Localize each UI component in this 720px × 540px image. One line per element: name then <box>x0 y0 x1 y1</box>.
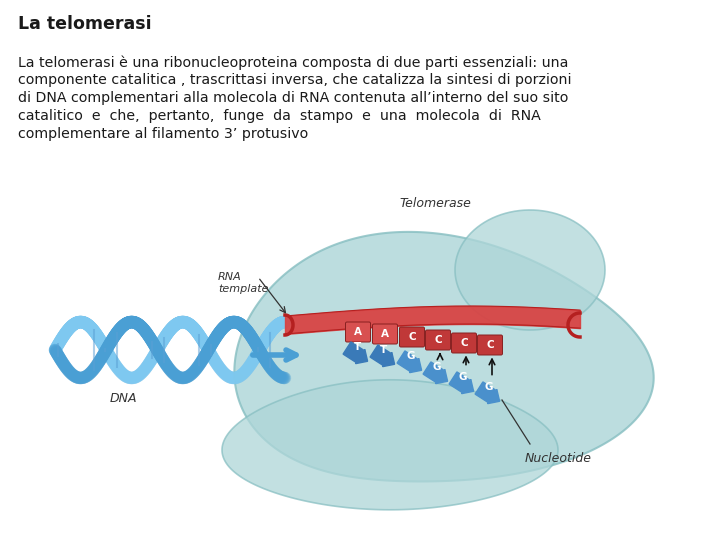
FancyArrow shape <box>449 372 474 394</box>
Text: T: T <box>380 345 387 355</box>
Text: Nucleotide: Nucleotide <box>525 452 592 465</box>
FancyArrow shape <box>423 362 448 383</box>
FancyBboxPatch shape <box>400 327 425 347</box>
FancyArrow shape <box>475 382 500 403</box>
Polygon shape <box>455 210 605 330</box>
FancyBboxPatch shape <box>451 333 477 353</box>
Text: G: G <box>459 372 467 382</box>
Text: catalitico  e  che,  pertanto,  funge  da  stampo  e  una  molecola  di  RNA: catalitico e che, pertanto, funge da sta… <box>18 109 541 123</box>
Text: di DNA complementari alla molecola di RNA contenuta all’interno del suo sito: di DNA complementari alla molecola di RN… <box>18 91 568 105</box>
Text: La telomerasi è una ribonucleoproteina composta di due parti essenziali: una: La telomerasi è una ribonucleoproteina c… <box>18 55 568 70</box>
Text: A: A <box>381 329 389 339</box>
Text: componente catalitica , trascrittasi inversa, che catalizza la sintesi di porzio: componente catalitica , trascrittasi inv… <box>18 73 572 87</box>
Text: C: C <box>486 340 494 350</box>
Text: G: G <box>407 351 415 361</box>
Text: complementare al filamento 3’ protusivo: complementare al filamento 3’ protusivo <box>18 127 308 141</box>
FancyBboxPatch shape <box>346 322 371 342</box>
FancyArrow shape <box>370 345 395 367</box>
FancyArrow shape <box>343 342 368 363</box>
FancyBboxPatch shape <box>372 324 397 344</box>
Text: DNA: DNA <box>110 392 138 405</box>
Text: A: A <box>354 327 362 337</box>
Text: RNA
template: RNA template <box>218 272 269 294</box>
Text: La telomerasi: La telomerasi <box>18 15 152 33</box>
Text: C: C <box>460 338 468 348</box>
Text: G: G <box>433 362 441 372</box>
Text: G: G <box>485 382 493 392</box>
Text: T: T <box>354 342 361 352</box>
FancyBboxPatch shape <box>426 330 451 350</box>
Text: Telomerase: Telomerase <box>399 197 471 210</box>
FancyArrow shape <box>397 351 422 373</box>
Polygon shape <box>235 232 654 482</box>
FancyBboxPatch shape <box>477 335 503 355</box>
Text: C: C <box>408 332 416 342</box>
Text: C: C <box>434 335 442 345</box>
Polygon shape <box>222 380 558 510</box>
